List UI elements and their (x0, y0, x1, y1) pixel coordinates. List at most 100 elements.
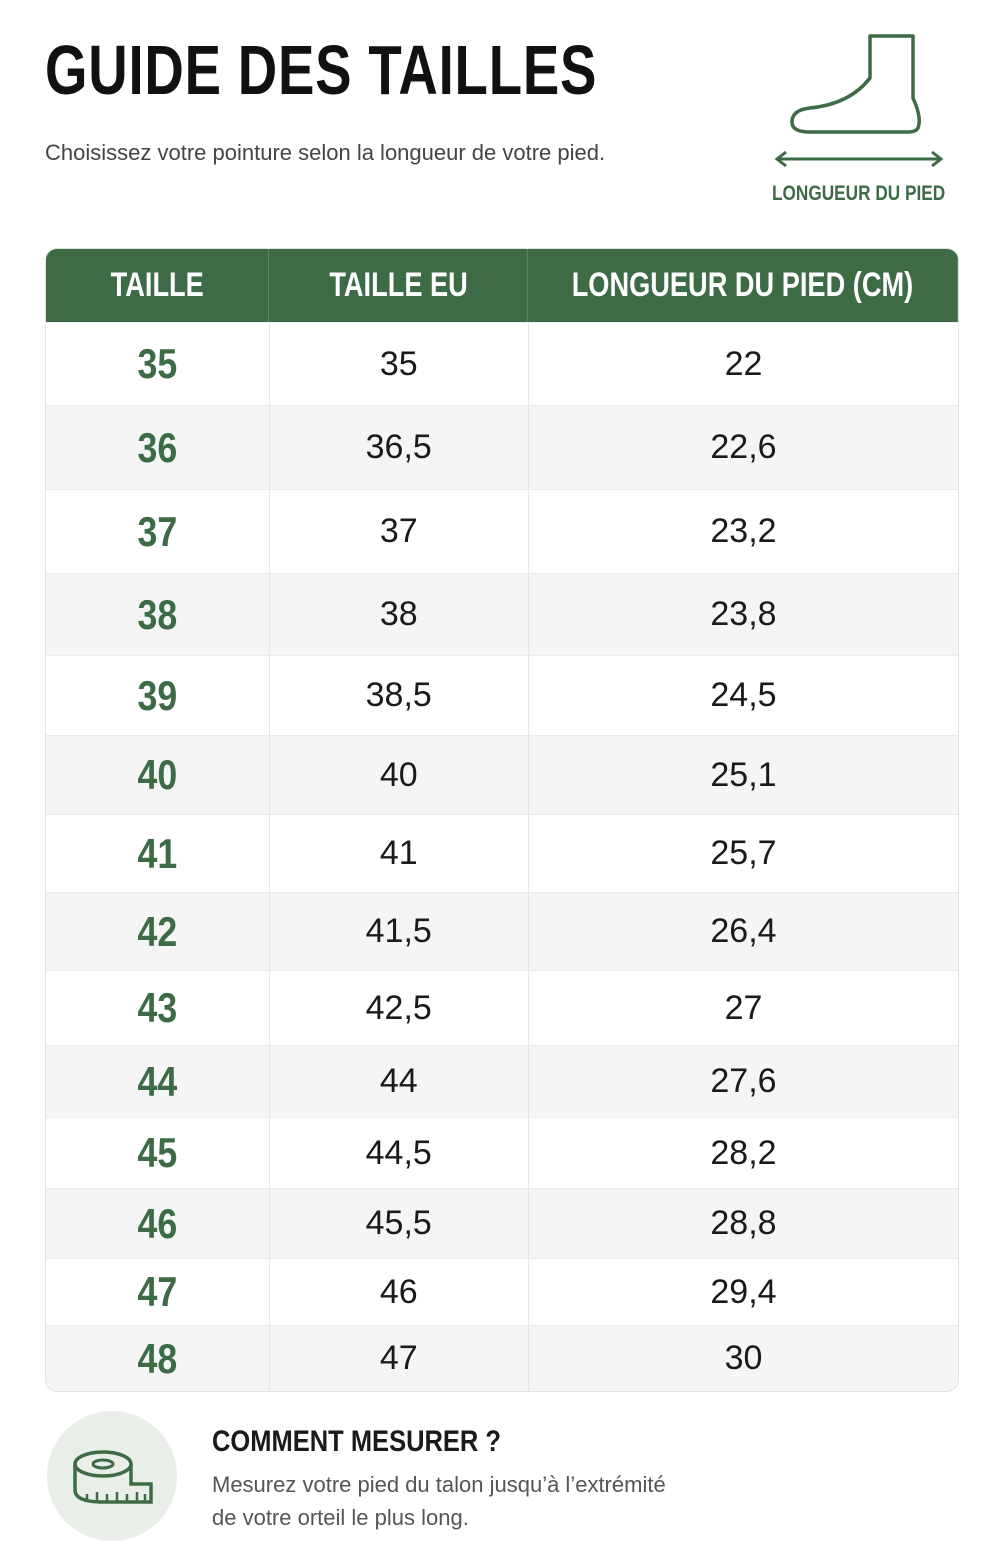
table-cell: 30 (529, 1326, 958, 1391)
table-row: 40 40 25,1 (46, 735, 958, 814)
header-row: TAILLE TAILLE EU LONGUEUR DU PIED (CM) (46, 249, 958, 322)
cell-text: 39 (137, 671, 178, 719)
cell-text: 27,6 (710, 1062, 777, 1100)
table-row: 39 38,5 24,5 (46, 655, 958, 735)
cell-text: 29,4 (710, 1272, 777, 1311)
table-cell: 26,4 (529, 893, 958, 970)
table-row: 43 42,5 27 (46, 970, 958, 1045)
cell-text: 44,5 (365, 1133, 432, 1172)
column-header: LONGUEUR DU PIED (CM) (528, 249, 958, 322)
table-cell: 40 (46, 736, 270, 814)
table-cell: 40 (270, 736, 529, 814)
table-cell: 44 (270, 1046, 529, 1117)
table-row: 38 38 23,8 (46, 573, 958, 655)
table-cell: 23,8 (529, 574, 958, 655)
cell-text: 44 (137, 1057, 178, 1105)
cell-text: 45 (137, 1129, 178, 1176)
table-cell: 41,5 (270, 893, 529, 970)
cell-text: 24,5 (710, 676, 777, 714)
table-cell: 38,5 (270, 656, 529, 735)
table-cell: 25,1 (529, 736, 958, 814)
table-row: 46 45,5 28,8 (46, 1188, 958, 1258)
cell-text: 30 (724, 1339, 763, 1377)
cell-text: 46 (379, 1272, 418, 1311)
table-row: 44 44 27,6 (46, 1045, 958, 1117)
table-cell: 37 (270, 490, 529, 573)
table-row: 48 47 30 (46, 1325, 958, 1391)
table-cell: 22,6 (529, 406, 958, 489)
cell-text: 38 (379, 595, 418, 633)
cell-text: 27 (724, 988, 763, 1027)
cell-text: 28,2 (710, 1133, 777, 1172)
tape-icon (47, 1411, 177, 1541)
cell-text: 22,6 (710, 428, 777, 466)
table-cell: 36 (46, 406, 270, 489)
cell-text: 47 (137, 1268, 178, 1315)
table-cell: 41 (46, 815, 270, 892)
cell-text: 25,7 (710, 834, 777, 872)
cell-text: 22 (724, 344, 763, 383)
table-row: 42 41,5 26,4 (46, 892, 958, 970)
size-table: TAILLE TAILLE EU LONGUEUR DU PIED (CM) 35 35… (45, 248, 959, 1392)
column-header: TAILLE (46, 249, 270, 322)
footer-title: COMMENT MESURER ? (212, 1425, 501, 1458)
cell-text: 43 (137, 984, 178, 1031)
table-cell: 47 (270, 1326, 529, 1391)
table-row: 47 46 29,4 (46, 1258, 958, 1325)
subtitle: Choisissez votre pointure selon la longu… (45, 140, 606, 165)
table-cell: 38 (270, 574, 529, 655)
table-cell: 27,6 (529, 1046, 958, 1117)
table-cell: 25,7 (529, 815, 958, 892)
cell-text: 41 (379, 834, 418, 872)
cell-text: 41 (137, 829, 178, 877)
table-cell: 24,5 (529, 656, 958, 735)
table-cell: 28,2 (529, 1118, 958, 1188)
table-cell: 45,5 (270, 1189, 529, 1258)
cell-text: 48 (137, 1334, 178, 1382)
cell-text: 36 (137, 423, 178, 471)
table-cell: 48 (46, 1326, 270, 1391)
column-header-text: TAILLE EU (329, 266, 468, 304)
table-cell: 38 (46, 574, 270, 655)
column-header-text: LONGUEUR DU PIED (CM) (571, 266, 914, 304)
table-cell: 35 (46, 323, 270, 405)
cell-text: 42,5 (365, 988, 432, 1027)
table-cell: 29,4 (529, 1259, 958, 1325)
cell-text: 23,8 (710, 595, 777, 633)
cell-text: 35 (379, 344, 418, 383)
table-cell: 42,5 (270, 971, 529, 1045)
title: GUIDE DES TAILLES (45, 31, 598, 109)
table-cell: 46 (46, 1189, 270, 1258)
cell-text: 37 (379, 512, 418, 550)
table-cell: 39 (46, 656, 270, 735)
table-cell: 42 (46, 893, 270, 970)
cell-text: 23,2 (710, 512, 777, 550)
table-cell: 28,8 (529, 1189, 958, 1258)
table-cell: 37 (46, 490, 270, 573)
cell-text: 28,8 (710, 1204, 777, 1242)
footer-text: de votre orteil le plus long. (212, 1505, 469, 1530)
table-cell: 22 (529, 323, 958, 405)
table-cell: 41 (270, 815, 529, 892)
cell-text: 44 (379, 1062, 418, 1100)
cell-text: 42 (137, 907, 178, 955)
cell-text: 40 (137, 751, 178, 798)
table-cell: 46 (270, 1259, 529, 1325)
foot-icon (774, 34, 944, 168)
table-row: 36 36,5 22,6 (46, 405, 958, 489)
cell-text: 35 (137, 340, 178, 387)
table-cell: 44,5 (270, 1118, 529, 1188)
table-cell: 35 (270, 323, 529, 405)
table-row: 41 41 25,7 (46, 814, 958, 892)
table-row: 35 35 22 (46, 322, 958, 405)
cell-text: 38 (137, 590, 178, 638)
table-cell: 36,5 (270, 406, 529, 489)
cell-text: 25,1 (710, 755, 777, 794)
column-header: TAILLE EU (269, 249, 529, 322)
table-cell: 45 (46, 1118, 270, 1188)
cell-text: 46 (137, 1199, 178, 1247)
table-cell: 44 (46, 1046, 270, 1117)
column-header-text: TAILLE (110, 266, 204, 304)
cell-text: 38,5 (365, 676, 432, 714)
